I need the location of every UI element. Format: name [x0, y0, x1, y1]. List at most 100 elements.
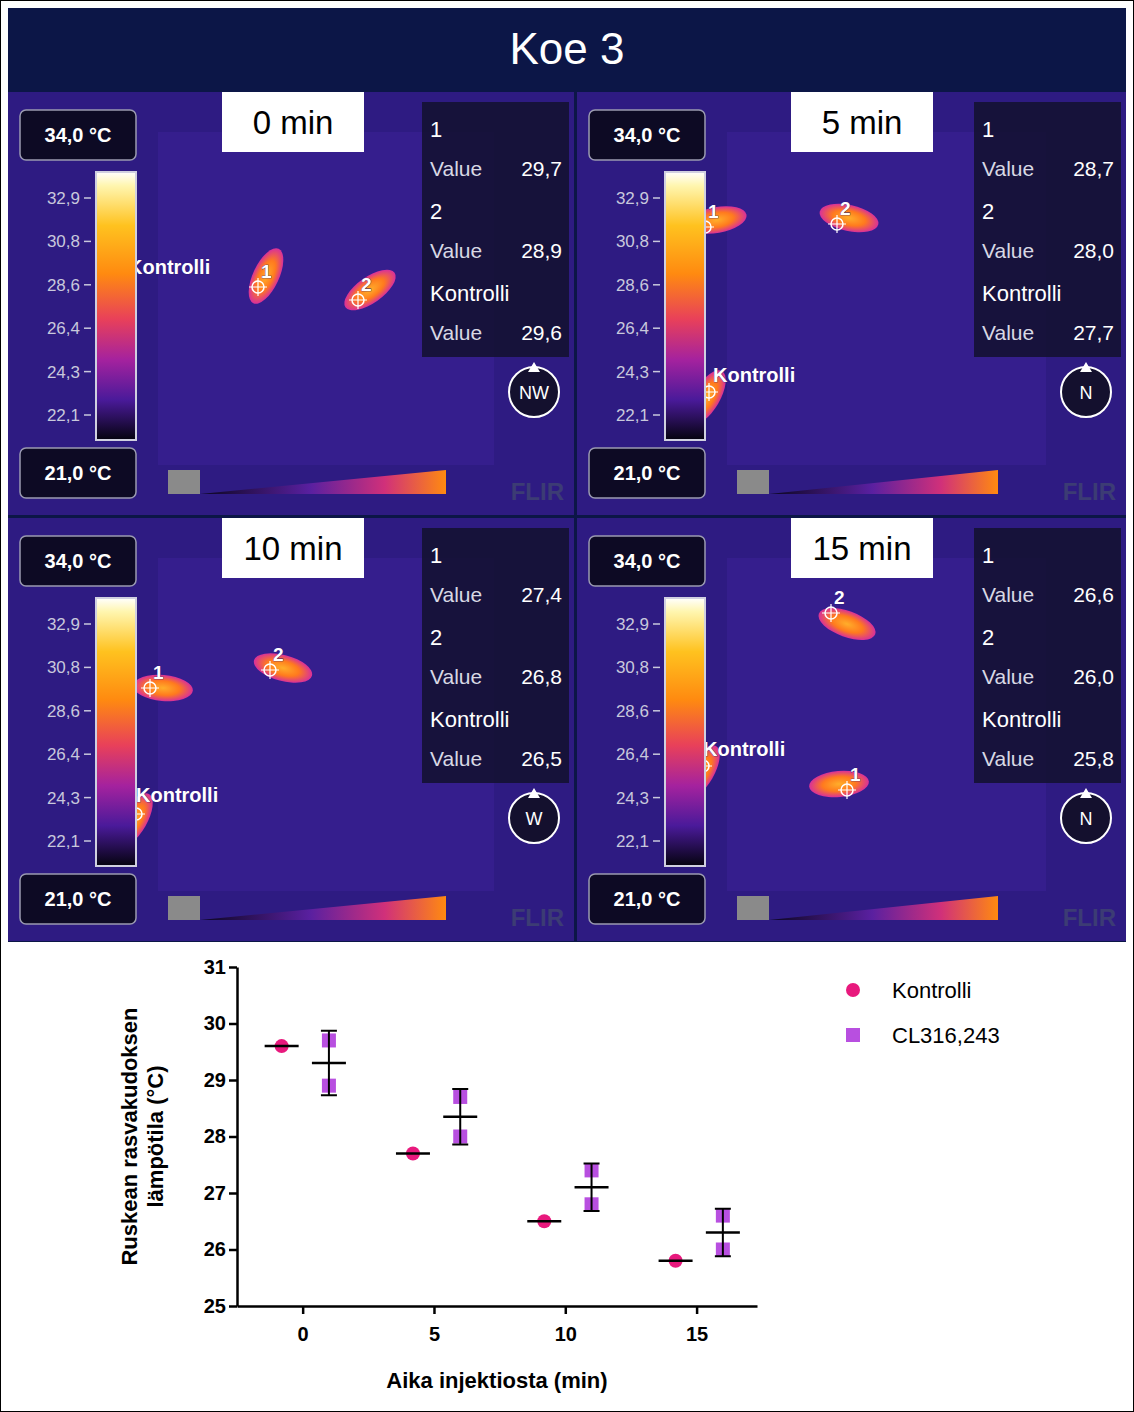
colorbar-tick-label: 32,9 [616, 615, 649, 634]
colorbar-tick-label: 26,4 [616, 745, 649, 764]
reading-label: Kontrolli [430, 707, 509, 732]
tick-mark [229, 1249, 237, 1252]
colorbar-tick-label: 22,1 [47, 406, 80, 425]
tick: 29 [204, 1069, 237, 1091]
scale-label: 21,0 °C [614, 888, 681, 910]
reading-name: Value [982, 157, 1034, 180]
mean-line [659, 1260, 693, 1263]
axis-line [238, 1305, 758, 1308]
time-label: 5 min [822, 104, 903, 141]
colorbar-tick [653, 667, 660, 669]
spot-label: 1 [850, 764, 861, 785]
compass-arrow [1080, 362, 1092, 372]
time-label: 15 min [812, 530, 911, 567]
mean-line [575, 1186, 609, 1189]
colorbar [96, 172, 136, 440]
mean-line [443, 1115, 477, 1118]
compass-label: N [1080, 809, 1093, 829]
colorbar-tick-label: 26,4 [47, 319, 80, 338]
colorbar-tick-label: 24,3 [47, 789, 80, 808]
reading-value: 27,4 [521, 583, 562, 606]
tick-label: 26 [204, 1238, 226, 1260]
reading-name: Value [430, 157, 482, 180]
colorbar-tick-label: 22,1 [616, 832, 649, 851]
reading-label: 2 [982, 625, 994, 650]
tick-mark [302, 1306, 305, 1314]
colorbar [665, 598, 705, 866]
animal [242, 243, 291, 308]
legend: KontrolliCL316,243 [846, 978, 1000, 1048]
readings-box [422, 528, 569, 783]
tick-label: 29 [204, 1069, 226, 1091]
tick-label: 0 [298, 1323, 309, 1345]
colorbar-tick [653, 371, 660, 373]
scale-label: 34,0 °C [45, 124, 112, 146]
range-bar [769, 470, 998, 494]
mean-line [706, 1231, 740, 1234]
reading-label: 2 [430, 625, 442, 650]
animal [338, 262, 402, 318]
reading-value: 26,8 [521, 665, 562, 688]
logo: FLIR [1063, 904, 1116, 931]
tick-label: 15 [686, 1323, 708, 1345]
colorbar-tick [653, 241, 660, 243]
reading-label: 1 [982, 117, 994, 142]
spot-label: 2 [361, 274, 372, 295]
range-bar-stub [737, 470, 769, 494]
reading-name: Value [982, 321, 1034, 344]
tick: 25 [204, 1295, 237, 1317]
spot-label: 1 [153, 662, 164, 683]
tick-mark [229, 966, 237, 969]
colorbar-tick-label: 26,4 [47, 745, 80, 764]
x-axis: 051015 [238, 1306, 758, 1345]
readings-box [974, 528, 1121, 783]
colorbar-tick-label: 28,6 [616, 702, 649, 721]
tick-mark [229, 1079, 237, 1082]
colorbar-tick [653, 623, 660, 625]
colorbar-tick [84, 241, 91, 243]
spot-label: 1 [708, 201, 719, 222]
compass-label: N [1080, 383, 1093, 403]
tick-label: 10 [555, 1323, 577, 1345]
colorbar-tick [653, 414, 660, 416]
colorbar-tick [84, 623, 91, 625]
scale-box [20, 110, 136, 160]
logo: FLIR [1063, 478, 1116, 505]
spot-label: 1 [261, 261, 272, 282]
colorbar-tick [84, 371, 91, 373]
reading-label: Kontrolli [982, 707, 1061, 732]
colorbar-tick-label: 22,1 [616, 406, 649, 425]
scale-box [20, 874, 136, 924]
scale-box [20, 448, 136, 498]
compass-arrow [528, 788, 540, 798]
reading-value: 29,6 [521, 321, 562, 344]
colorbar-tick [653, 840, 660, 842]
x-axis-title: Aika injektiosta (min) [386, 1368, 607, 1393]
colorbar-tick-label: 30,8 [47, 658, 80, 677]
tick: 28 [204, 1125, 237, 1147]
thermal-background [8, 518, 574, 941]
tick-mark [229, 1305, 237, 1308]
compass-arrow [1080, 788, 1092, 798]
tick-label: 28 [204, 1125, 226, 1147]
colorbar-tick [84, 667, 91, 669]
compass [509, 793, 559, 843]
header-band [8, 8, 1126, 942]
range-bar-stub [168, 470, 200, 494]
tick-mark [229, 1136, 237, 1139]
reading-label: Kontrolli [430, 281, 509, 306]
time-box [222, 92, 364, 152]
reading-name: Value [430, 747, 482, 770]
colorbar [665, 172, 705, 440]
tick: 30 [204, 1012, 237, 1034]
spot-label: 2 [834, 587, 845, 608]
reading-label: Kontrolli [982, 281, 1061, 306]
reading-name: Value [982, 239, 1034, 262]
colorbar-tick-label: 32,9 [47, 615, 80, 634]
tick-label: 25 [204, 1295, 226, 1317]
title: Koe 3 [510, 24, 625, 73]
reading-name: Value [982, 747, 1034, 770]
legend-marker [846, 1028, 860, 1042]
legend-label: Kontrolli [892, 978, 971, 1003]
animal [808, 768, 870, 799]
